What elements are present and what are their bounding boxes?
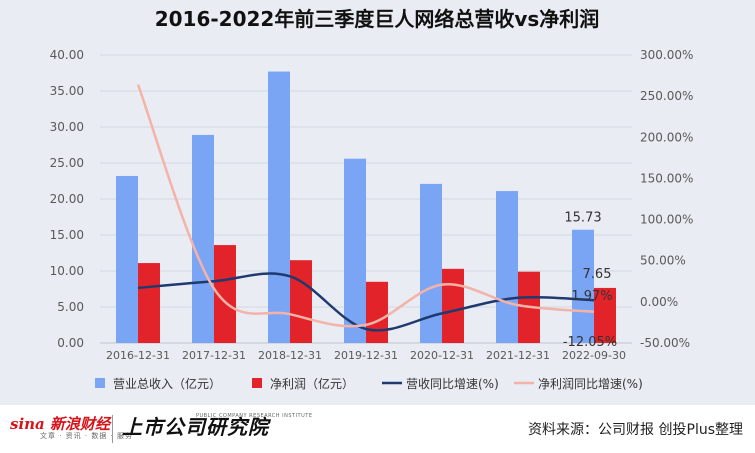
y-left-tick-label: 35.00 — [50, 84, 84, 98]
chart-title: 2016-2022年前三季度巨人网络总营收vs净利润 — [155, 7, 600, 31]
legend-label: 营业总收入（亿元） — [113, 376, 221, 391]
bar — [116, 175, 138, 343]
y-right-tick-label: 0.00% — [640, 295, 678, 309]
bar — [268, 71, 290, 343]
data-source-note: 资料来源：公司财报 创投Plus整理 — [528, 422, 743, 438]
data-label: 1.97% — [571, 289, 612, 304]
y-right-tick-label: 50.00% — [640, 254, 686, 268]
y-left-tick-label: 10.00 — [50, 264, 84, 278]
data-label: 7.65 — [583, 267, 612, 282]
y-left-tick-label: 15.00 — [50, 228, 84, 242]
y-right-tick-label: 100.00% — [640, 213, 693, 227]
sina-logo-text: sina 新浪财经 — [10, 415, 110, 433]
institute-logo-text: 上市公司研究院 — [122, 415, 269, 439]
y-left-tick-label: 20.00 — [50, 192, 84, 206]
y-left-tick-label: 0.00 — [57, 336, 84, 350]
x-tick-label: 2020-12-31 — [410, 349, 474, 362]
bar — [290, 260, 312, 343]
y-right-tick-label: 150.00% — [640, 171, 693, 185]
y-right-tick-label: 250.00% — [640, 89, 693, 103]
y-left-tick-label: 25.00 — [50, 156, 84, 170]
combo-chart: 2016-2022年前三季度巨人网络总营收vs净利润 0.00 5.00 10.00 1… — [50, 7, 694, 391]
x-tick-label: 2021-12-31 — [486, 349, 550, 362]
y-left-tick-label: 40.00 — [50, 48, 84, 62]
footer: sina 新浪财经 文章 · 资讯 · 数据 · 服务 上市公司研究院 PUBL… — [0, 405, 755, 453]
bar — [420, 183, 442, 343]
bar — [138, 263, 160, 343]
y-left-tick-label: 30.00 — [50, 120, 84, 134]
series-line — [137, 272, 595, 332]
bar — [572, 229, 594, 343]
logo-divider — [112, 415, 113, 443]
sina-finance-logo: sina 新浪财经 — [10, 413, 114, 434]
x-tick-label: 2017-12-31 — [182, 349, 246, 362]
y-right-tick-label: 300.00% — [640, 48, 693, 62]
x-tick-label: 2019-12-31 — [334, 349, 398, 362]
institute-logo-english: PUBLIC COMPANY RESEARCH INSTITUTE — [196, 413, 313, 419]
legend-swatch — [252, 378, 262, 388]
legend-label: 营收同比增速(%) — [406, 377, 499, 391]
x-tick-label: 2018-12-31 — [258, 349, 322, 362]
bar — [192, 134, 214, 343]
sina-logo-subtitle: 文章 · 资讯 · 数据 · 服务 — [40, 432, 134, 440]
bar — [366, 281, 388, 343]
bar — [496, 191, 518, 343]
legend-label: 净利润同比增速(%) — [538, 377, 643, 391]
bar — [594, 287, 616, 343]
series-line — [136, 84, 595, 328]
x-tick-label: 2022-09-30 — [562, 349, 626, 362]
x-tick-label: 2016-12-31 — [106, 349, 170, 362]
legend-swatch — [95, 378, 105, 388]
bar — [442, 268, 464, 343]
y-left-tick-label: 5.00 — [57, 300, 84, 314]
bar — [344, 158, 366, 343]
data-label: 15.73 — [564, 211, 601, 226]
bar — [214, 245, 236, 343]
data-label: -12.05% — [563, 335, 617, 350]
y-right-tick-label: 200.00% — [640, 130, 693, 144]
legend-label: 净利润（亿元） — [270, 376, 354, 391]
y-right-tick-label: -50.00% — [640, 336, 690, 350]
